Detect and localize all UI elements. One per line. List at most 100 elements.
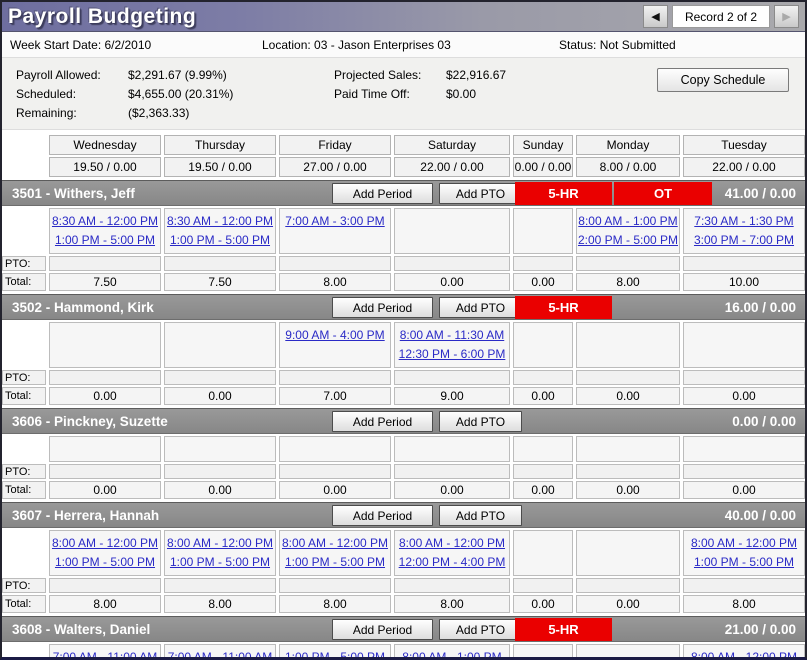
location-label: Location: 03 - Jason Enterprises 03: [262, 37, 451, 52]
employee-header-bar: 3606 - Pinckney, Suzette Add Period Add PT…: [2, 408, 805, 434]
shift-period-link[interactable]: 1:00 PM - 5:00 PM: [169, 233, 271, 247]
add-pto-button[interactable]: Add PTO: [439, 183, 522, 204]
pto-cell: [49, 256, 161, 271]
pto-cell: [164, 578, 276, 593]
schedule-cell: 8:00 AM - 12:00 PM 1:00 PM - 5:00 PM: [164, 530, 276, 576]
shift-period-link[interactable]: 7:00 AM - 3:00 PM: [285, 214, 385, 228]
shift-period-link[interactable]: 1:00 PM - 5:00 PM: [693, 555, 795, 569]
shift-period-link[interactable]: 8:00 AM - 12:00 PM: [690, 536, 798, 550]
employee-name: 3607 - Herrera, Hannah: [12, 508, 160, 523]
schedule-cell: 8:00 AM - 11:30 AM 12:30 PM - 6:00 PM: [394, 322, 510, 368]
shift-period-link[interactable]: 12:00 PM - 4:00 PM: [398, 555, 506, 569]
schedule-cell: 8:00 AM - 12:00 PM 1:00 PM - 5:00 PM: [683, 530, 805, 576]
shift-period-link[interactable]: 12:30 PM - 6:00 PM: [398, 347, 506, 361]
remaining-label: Remaining:: [16, 105, 77, 120]
title-bar: Payroll Budgeting ◀ Record 2 of 2 ▶: [2, 2, 805, 32]
day-total-cell: 8.00: [49, 595, 161, 613]
add-period-button[interactable]: Add Period: [332, 297, 433, 318]
schedule-cell: 7:00 AM - 11:00 AM: [49, 644, 161, 660]
day-total-cell: 0.00: [576, 595, 680, 613]
pto-cell: [394, 464, 510, 479]
day-header-grid: Wednesday Thursday Friday Saturday Sunday Mon…: [2, 135, 805, 177]
day-header: Tuesday: [683, 135, 805, 155]
schedule-cell: [576, 322, 680, 368]
pto-cell: [164, 370, 276, 385]
schedule-cell: 8:00 AM - 1:00 PM 2:00 PM - 5:00 PM: [576, 208, 680, 254]
shift-period-link[interactable]: 8:00 AM - 1:00 PM: [578, 214, 678, 228]
pto-cell: [279, 370, 391, 385]
shift-period-link[interactable]: 7:30 AM - 1:30 PM: [694, 214, 794, 228]
info-bar: Week Start Date: 6/2/2010 Location: 03 -…: [2, 32, 805, 58]
pto-cell: [576, 256, 680, 271]
day-header: Saturday: [394, 135, 510, 155]
pto-cell: [279, 464, 391, 479]
day-total-cell: 0.00: [49, 481, 161, 499]
schedule-cell: 8:00 AM - 12:00 PM 12:00 PM - 4:00 PM: [394, 530, 510, 576]
employee-header-bar: 3607 - Herrera, Hannah Add Period Add PTO 4…: [2, 502, 805, 528]
payroll-allowed-label: Payroll Allowed:: [16, 67, 101, 82]
day-total-cell: 8.00: [394, 595, 510, 613]
shift-period-link[interactable]: 2:00 PM - 5:00 PM: [577, 233, 679, 247]
day-hours-total: 22.00 / 0.00: [394, 157, 510, 177]
add-period-button[interactable]: Add Period: [332, 411, 433, 432]
shift-period-link[interactable]: 8:30 AM - 12:00 PM: [51, 214, 159, 228]
total-row-label: Total:: [2, 481, 46, 499]
day-hours-total: 0.00 / 0.00: [513, 157, 573, 177]
record-navigation: ◀ Record 2 of 2 ▶: [643, 5, 799, 28]
shift-period-link[interactable]: 9:00 AM - 4:00 PM: [285, 328, 385, 342]
shift-period-link[interactable]: 8:00 AM - 11:30 AM: [399, 328, 505, 342]
employee-name: 3608 - Walters, Daniel: [12, 622, 151, 637]
add-pto-button[interactable]: Add PTO: [439, 505, 522, 526]
shift-period-link[interactable]: 8:00 AM - 12:00 PM: [690, 650, 798, 660]
pto-cell: [576, 578, 680, 593]
day-total-cell: 0.00: [164, 387, 276, 405]
shift-period-link[interactable]: 1:00 PM - 5:00 PM: [284, 650, 386, 660]
shift-period-link[interactable]: 3:00 PM - 7:00 PM: [693, 233, 795, 247]
schedule-cell: [49, 436, 161, 462]
schedule-cell: 8:00 AM - 12:00 PM: [683, 644, 805, 660]
employee-header-bar: 3501 - Withers, Jeff Add Period Add PTO 5-H…: [2, 180, 805, 206]
shift-period-link[interactable]: 8:00 AM - 12:00 PM: [166, 536, 274, 550]
employee-week-total: 40.00 / 0.00: [724, 508, 796, 523]
day-total-cell: 0.00: [513, 595, 573, 613]
shift-period-link[interactable]: 8:00 AM - 12:00 PM: [51, 536, 159, 550]
employee-section: 3501 - Withers, Jeff Add Period Add PTO 5-H…: [2, 180, 805, 291]
add-pto-button[interactable]: Add PTO: [439, 411, 522, 432]
add-pto-button[interactable]: Add PTO: [439, 297, 522, 318]
pto-cell: [683, 578, 805, 593]
day-total-cell: 7.50: [164, 273, 276, 291]
shift-period-link[interactable]: 7:00 AM - 11:00 AM: [167, 650, 273, 660]
paid-time-off-label: Paid Time Off:: [334, 86, 410, 101]
shift-period-link[interactable]: 7:00 AM - 11:00 AM: [52, 650, 158, 660]
pto-cell: [513, 370, 573, 385]
shift-period-link[interactable]: 1:00 PM - 5:00 PM: [169, 555, 271, 569]
day-hours-total: 19.50 / 0.00: [164, 157, 276, 177]
shift-period-link[interactable]: 8:00 AM - 12:00 PM: [398, 536, 506, 550]
day-total-cell: 8.00: [279, 273, 391, 291]
total-row-label: Total:: [2, 595, 46, 613]
previous-record-button[interactable]: ◀: [643, 5, 668, 28]
shift-period-link[interactable]: 8:30 AM - 12:00 PM: [166, 214, 274, 228]
shift-period-link[interactable]: 1:00 PM - 5:00 PM: [284, 555, 386, 569]
pto-cell: [164, 256, 276, 271]
next-record-button[interactable]: ▶: [774, 5, 799, 28]
shift-period-link[interactable]: 1:00 PM - 5:00 PM: [54, 233, 156, 247]
copy-schedule-button[interactable]: Copy Schedule: [657, 68, 789, 92]
day-header: Sunday: [513, 135, 573, 155]
shift-period-link[interactable]: 8:00 AM - 1:00 PM: [402, 650, 502, 660]
schedule-cell: [394, 208, 510, 254]
employee-name: 3606 - Pinckney, Suzette: [12, 414, 168, 429]
employee-header-bar: 3502 - Hammond, Kirk Add Period Add PTO 5-H…: [2, 294, 805, 320]
summary-row: Scheduled: $4,655.00 (20.31%) Paid Time …: [16, 84, 805, 103]
shift-period-link[interactable]: 8:00 AM - 12:00 PM: [281, 536, 389, 550]
employee-week-total: 16.00 / 0.00: [724, 300, 796, 315]
add-pto-button[interactable]: Add PTO: [439, 619, 522, 640]
shift-period-link[interactable]: 1:00 PM - 5:00 PM: [54, 555, 156, 569]
remaining-value: ($2,363.33): [128, 105, 190, 120]
pto-cell: [683, 370, 805, 385]
pto-row-label: PTO:: [2, 464, 46, 479]
summary-row: Payroll Allowed: $2,291.67 (9.99%) Proje…: [16, 65, 805, 84]
add-period-button[interactable]: Add Period: [332, 505, 433, 526]
add-period-button[interactable]: Add Period: [332, 183, 433, 204]
add-period-button[interactable]: Add Period: [332, 619, 433, 640]
